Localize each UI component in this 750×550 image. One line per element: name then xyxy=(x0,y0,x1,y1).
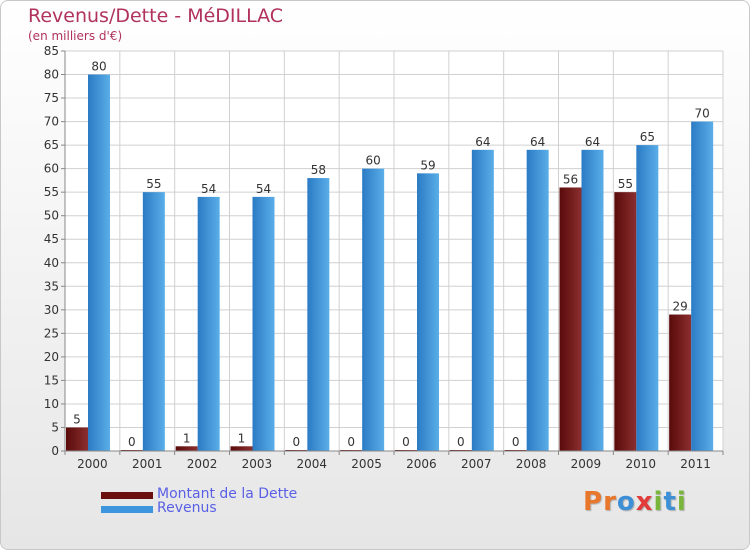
bar-revenue xyxy=(362,168,385,451)
data-label-debt: 1 xyxy=(183,431,191,445)
bar-revenue xyxy=(526,149,549,451)
data-label-debt: 29 xyxy=(673,300,688,314)
y-tick-label: 5 xyxy=(51,420,59,434)
data-label-revenue: 64 xyxy=(585,135,600,149)
data-label-revenue: 64 xyxy=(475,135,490,149)
x-tick-label: 2011 xyxy=(680,457,711,471)
bar-revenue xyxy=(471,149,494,451)
y-tick-label: 40 xyxy=(44,256,59,270)
y-tick-label: 55 xyxy=(44,185,59,199)
x-tick-label: 2005 xyxy=(351,457,382,471)
bar-revenue xyxy=(636,145,659,451)
data-label-revenue: 65 xyxy=(640,130,655,144)
x-tick-label: 2006 xyxy=(406,457,437,471)
logo-letter: o xyxy=(616,487,636,517)
data-label-debt: 1 xyxy=(238,431,246,445)
data-label-revenue: 80 xyxy=(91,60,106,74)
bar-debt xyxy=(66,427,88,451)
data-label-revenue: 70 xyxy=(695,107,710,121)
y-tick-label: 0 xyxy=(51,444,59,458)
bar-revenue xyxy=(142,192,165,452)
x-tick-label: 2008 xyxy=(516,457,547,471)
data-label-debt: 0 xyxy=(347,435,355,449)
x-tick-label: 2002 xyxy=(187,457,218,471)
data-label-revenue: 64 xyxy=(530,135,545,149)
bar-debt xyxy=(230,446,253,451)
bar-revenue xyxy=(252,196,275,451)
bar-revenue xyxy=(581,149,604,451)
bar-revenue xyxy=(88,74,110,451)
bar-revenue xyxy=(307,178,330,451)
bar-revenue xyxy=(417,173,439,451)
y-tick-label: 35 xyxy=(44,279,59,293)
data-label-debt: 55 xyxy=(618,177,633,191)
logo-letter: i xyxy=(653,487,664,517)
data-label-revenue: 55 xyxy=(146,177,161,191)
proxiti-logo: Proxiti xyxy=(583,487,687,517)
x-tick-label: 2003 xyxy=(242,457,273,471)
data-label-revenue: 54 xyxy=(201,182,216,196)
y-tick-label: 45 xyxy=(44,232,59,246)
y-tick-label: 15 xyxy=(44,373,59,387)
y-tick-label: 80 xyxy=(44,68,59,82)
data-label-debt: 5 xyxy=(73,412,81,426)
data-label-debt: 0 xyxy=(457,435,465,449)
data-label-revenue: 54 xyxy=(256,182,271,196)
bar-debt xyxy=(614,192,637,452)
legend-label-debt: Montant de la Dette xyxy=(157,486,298,502)
bar-debt xyxy=(175,446,198,451)
logo-letter: x xyxy=(635,487,654,517)
y-tick-label: 25 xyxy=(44,326,59,340)
data-label-debt: 56 xyxy=(563,172,578,186)
x-tick-label: 2007 xyxy=(461,457,492,471)
y-tick-label: 10 xyxy=(44,397,59,411)
logo-letter: t xyxy=(663,487,677,517)
y-tick-label: 20 xyxy=(44,350,59,364)
chart-title: Revenus/Dette - MéDILLAC xyxy=(28,5,284,27)
y-tick-label: 75 xyxy=(44,91,59,105)
chart-subtitle: (en milliers d'€) xyxy=(28,29,123,43)
x-tick-label: 2000 xyxy=(77,457,108,471)
logo-letter: i xyxy=(676,487,687,517)
data-label-debt: 0 xyxy=(512,435,520,449)
x-tick-label: 2004 xyxy=(296,457,327,471)
bar-revenue xyxy=(691,121,714,452)
legend-swatch-debt xyxy=(101,492,153,499)
legend-label-revenue: Revenus xyxy=(157,500,217,516)
data-label-debt: 0 xyxy=(128,435,136,449)
bar-debt xyxy=(559,187,582,451)
logo-letter: r xyxy=(603,487,617,517)
y-tick-label: 30 xyxy=(44,303,59,317)
data-label-revenue: 60 xyxy=(366,154,381,168)
data-label-revenue: 58 xyxy=(311,163,326,177)
y-tick-label: 60 xyxy=(44,162,59,176)
x-tick-label: 2010 xyxy=(625,457,656,471)
y-tick-label: 65 xyxy=(44,138,59,152)
data-label-revenue: 59 xyxy=(420,158,435,172)
bar-revenue xyxy=(197,196,220,451)
bar-debt xyxy=(669,314,692,451)
data-label-debt: 0 xyxy=(293,435,301,449)
logo-letter: P xyxy=(583,487,604,517)
y-tick-label: 70 xyxy=(44,115,59,129)
legend-swatch-revenue xyxy=(101,506,153,513)
y-tick-label: 50 xyxy=(44,209,59,223)
x-tick-label: 2009 xyxy=(571,457,602,471)
data-label-debt: 0 xyxy=(402,435,410,449)
y-tick-label: 85 xyxy=(44,44,59,58)
x-tick-label: 2001 xyxy=(132,457,163,471)
